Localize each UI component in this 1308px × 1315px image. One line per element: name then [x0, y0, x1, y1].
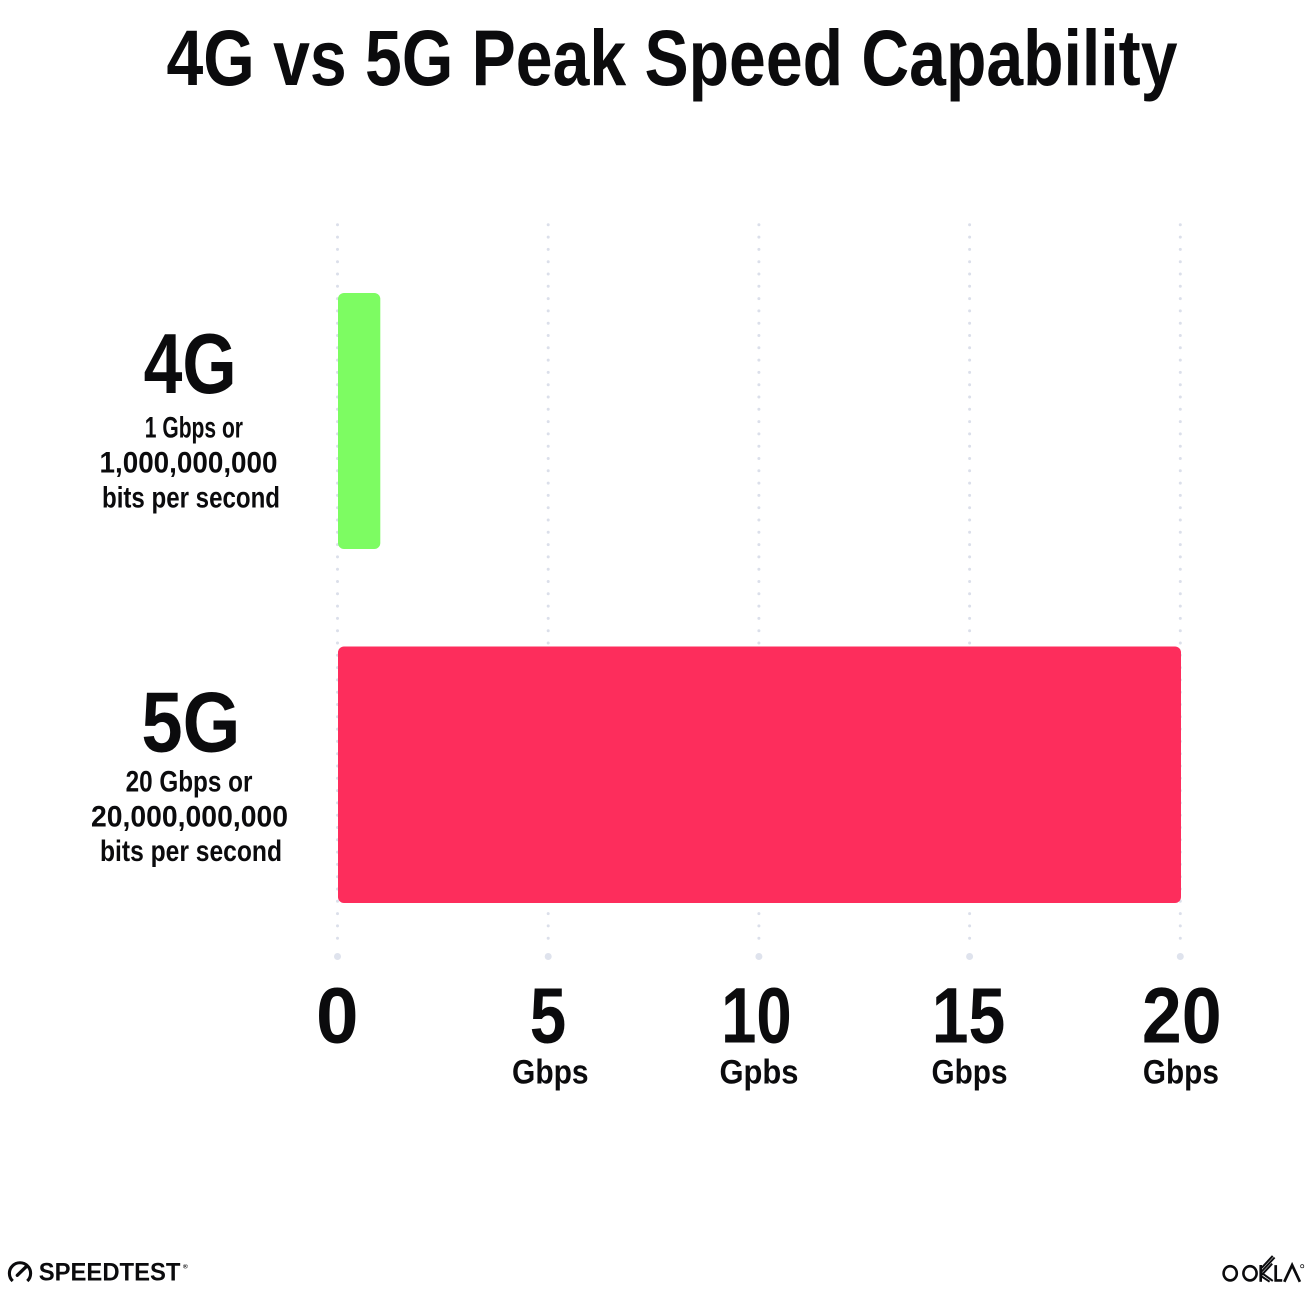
svg-text:20 Gbps or: 20 Gbps or [126, 766, 253, 799]
svg-text:Gbps: Gbps [1143, 1054, 1219, 1092]
svg-text:bits per second: bits per second [102, 482, 280, 515]
svg-text:®: ® [183, 1263, 188, 1271]
svg-text:20,000,000,000: 20,000,000,000 [91, 800, 288, 833]
svg-text:Gbps: Gbps [932, 1054, 1008, 1092]
svg-text:4G: 4G [144, 317, 237, 412]
svg-text:15: 15 [932, 971, 1006, 1060]
svg-text:5: 5 [530, 971, 567, 1060]
svg-text:1 Gbps or: 1 Gbps or [145, 412, 243, 445]
svg-text:Gpbs: Gpbs [720, 1054, 799, 1092]
svg-text:5G: 5G [141, 676, 240, 771]
svg-text:10: 10 [721, 971, 792, 1060]
svg-text:SPEEDTEST: SPEEDTEST [39, 1259, 181, 1287]
svg-text:1,000,000,000: 1,000,000,000 [100, 447, 278, 480]
svg-text:4G vs 5G Peak Speed Capability: 4G vs 5G Peak Speed Capability [167, 13, 1178, 102]
svg-text:Gbps: Gbps [512, 1054, 589, 1092]
svg-text:20: 20 [1142, 971, 1222, 1060]
svg-text:bits per second: bits per second [100, 835, 282, 868]
svg-text:0: 0 [316, 971, 359, 1060]
